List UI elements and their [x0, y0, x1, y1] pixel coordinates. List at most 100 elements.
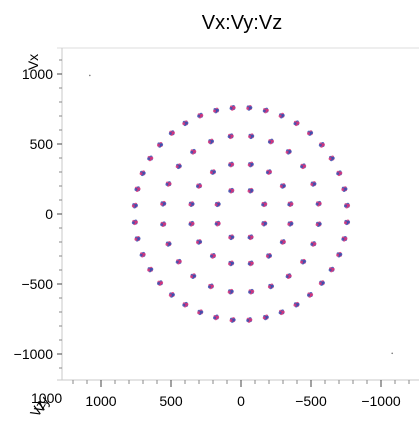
data-point: [228, 161, 235, 168]
data-point: [300, 258, 307, 265]
data-point: [214, 201, 221, 208]
data-point: [160, 221, 167, 228]
data-point: [188, 220, 195, 227]
data-point: [227, 133, 234, 140]
data-point: [287, 201, 294, 207]
stray-point: [89, 74, 91, 77]
x-axis: 1000 500 0 −500 −1000: [72, 380, 410, 409]
data-point: [207, 138, 214, 145]
data-point: [213, 314, 220, 321]
y-tick-label: 1000: [22, 66, 53, 82]
data-point: [131, 202, 138, 209]
data-point: [265, 253, 272, 259]
data-point: [131, 219, 138, 226]
data-point: [267, 283, 274, 290]
chart-title: Vx:Vy:Vz: [202, 12, 282, 34]
y-axis: 1000 500 0 −500 −1000: [14, 59, 62, 369]
data-point: [165, 241, 172, 247]
data-point: [190, 148, 197, 155]
data-point: [300, 163, 307, 170]
data-point: [328, 155, 335, 162]
x-tick-label: 500: [159, 393, 183, 409]
data-point: [247, 260, 254, 267]
data-point: [279, 183, 286, 189]
data-point: [278, 309, 285, 316]
data-point: [147, 266, 154, 273]
data-point: [248, 133, 255, 140]
data-point: [209, 253, 216, 259]
x-tick-label: 1000: [85, 393, 116, 409]
y-tick-label: 500: [30, 136, 54, 152]
data-point: [293, 301, 300, 308]
data-point: [134, 235, 141, 242]
data-point: [279, 239, 286, 245]
data-point: [147, 155, 154, 162]
data-point: [160, 200, 167, 207]
data-point: [293, 120, 300, 127]
data-point: [197, 112, 204, 119]
data-point: [310, 241, 317, 247]
data-point: [175, 258, 182, 265]
data-point: [228, 234, 235, 241]
data-point: [310, 181, 317, 187]
data-point: [246, 105, 253, 111]
data-point: [315, 221, 322, 228]
data-point: [168, 130, 175, 136]
data-point: [213, 107, 220, 114]
data-point: [229, 317, 236, 323]
x-tick-label: 0: [237, 393, 245, 409]
data-point: [248, 288, 255, 295]
data-point: [336, 170, 343, 177]
data-point: [285, 148, 292, 155]
data-point: [262, 107, 269, 114]
data-point: [336, 251, 343, 258]
x-tick-label: −500: [295, 393, 327, 409]
data-point: [165, 181, 172, 187]
data-point: [247, 234, 254, 241]
data-point: [341, 235, 348, 242]
data-point: [341, 186, 348, 192]
z-axis-label: Vz: [27, 397, 49, 419]
data-point: [262, 314, 269, 321]
y-axis-label: Vx: [25, 54, 41, 70]
data-point: [247, 161, 254, 168]
x-axis-label: Vy: [31, 394, 53, 416]
data-point: [195, 183, 203, 189]
data-point: [229, 105, 236, 111]
data-point: [228, 187, 235, 194]
y-tick-label: −1000: [14, 346, 54, 362]
data-points: [89, 74, 394, 355]
data-point: [197, 309, 204, 316]
stray-point: [391, 352, 394, 355]
data-point: [285, 273, 292, 279]
data-point: [182, 301, 189, 308]
data-point: [343, 219, 351, 226]
data-point: [343, 202, 351, 209]
data-point: [190, 273, 197, 279]
data-point: [278, 112, 285, 119]
data-point: [227, 288, 234, 295]
data-point: [318, 142, 325, 148]
y-tick-label: 0: [45, 206, 53, 222]
data-point: [156, 142, 164, 148]
data-point: [134, 186, 141, 192]
data-point: [246, 317, 253, 323]
plot-frame: [57, 47, 419, 381]
data-point: [228, 260, 235, 267]
data-point: [247, 187, 254, 194]
data-point: [328, 266, 335, 273]
z-tick-label-overlap: 1000: [31, 390, 62, 406]
data-point: [267, 138, 274, 145]
data-point: [207, 283, 214, 290]
data-point: [315, 200, 322, 207]
data-point: [318, 280, 325, 286]
data-point: [182, 120, 189, 127]
data-point: [139, 170, 146, 177]
data-point: [175, 163, 182, 170]
data-point: [261, 201, 268, 208]
data-point: [195, 239, 203, 245]
data-point: [287, 220, 294, 227]
data-point: [209, 169, 216, 175]
data-point: [307, 292, 314, 298]
